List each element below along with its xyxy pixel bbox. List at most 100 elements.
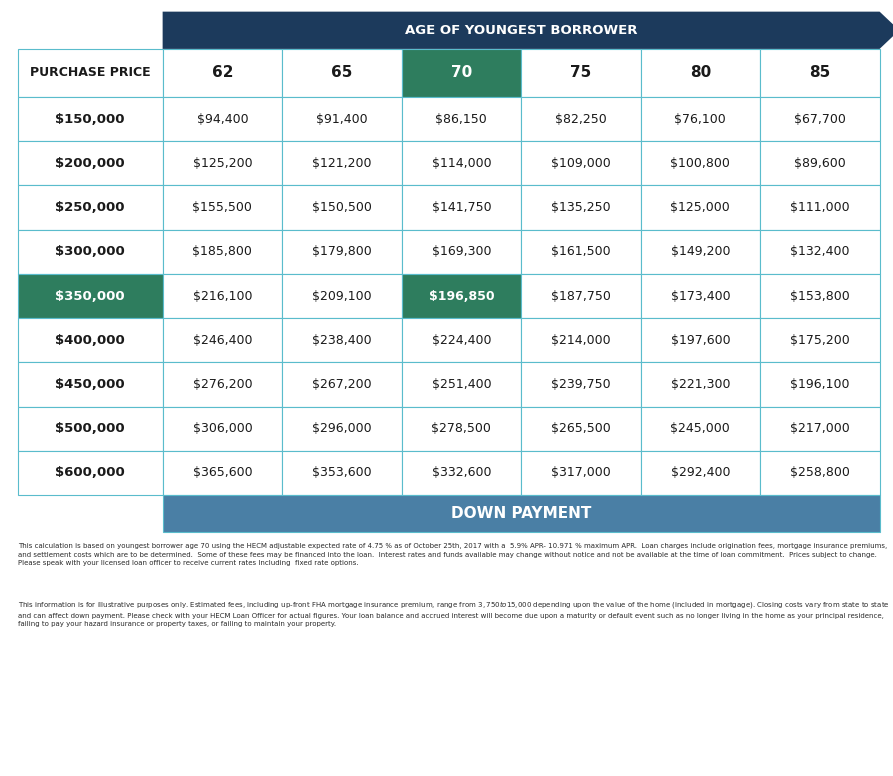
- Bar: [402, 451, 522, 495]
- Bar: [163, 97, 282, 141]
- Bar: [282, 362, 402, 407]
- Bar: [640, 451, 760, 495]
- Bar: [402, 141, 522, 185]
- Bar: [402, 407, 522, 451]
- Text: $214,000: $214,000: [551, 334, 611, 347]
- Bar: [640, 185, 760, 230]
- Bar: [163, 407, 282, 451]
- Bar: [522, 141, 640, 185]
- Bar: [522, 97, 640, 141]
- Text: $109,000: $109,000: [551, 157, 611, 170]
- Bar: [402, 97, 522, 141]
- Bar: [760, 49, 880, 97]
- Bar: [640, 141, 760, 185]
- Bar: [282, 451, 402, 495]
- Text: $332,600: $332,600: [431, 466, 491, 480]
- Text: $114,000: $114,000: [431, 157, 491, 170]
- Text: $258,800: $258,800: [790, 466, 850, 480]
- Text: $185,800: $185,800: [193, 245, 253, 258]
- Text: $239,750: $239,750: [551, 378, 611, 391]
- Bar: [402, 185, 522, 230]
- Text: $365,600: $365,600: [193, 466, 252, 480]
- Text: $150,500: $150,500: [312, 201, 371, 214]
- Bar: [522, 49, 640, 97]
- Text: $350,000: $350,000: [55, 289, 125, 303]
- Text: $278,500: $278,500: [431, 422, 491, 435]
- Text: $175,200: $175,200: [790, 334, 850, 347]
- Bar: [640, 49, 760, 97]
- Text: $196,100: $196,100: [790, 378, 849, 391]
- Text: This calculation is based on youngest borrower age 70 using the HECM adjustable : This calculation is based on youngest bo…: [18, 543, 887, 566]
- Text: $150,000: $150,000: [55, 113, 125, 126]
- Bar: [640, 97, 760, 141]
- Text: $267,200: $267,200: [312, 378, 371, 391]
- Bar: [760, 97, 880, 141]
- Text: PURCHASE PRICE: PURCHASE PRICE: [30, 67, 151, 79]
- Text: $89,600: $89,600: [794, 157, 846, 170]
- Text: This information is for illustrative purposes only. Estimated fees, including up: This information is for illustrative pur…: [18, 599, 889, 627]
- Bar: [282, 230, 402, 274]
- Bar: [402, 230, 522, 274]
- Bar: [163, 451, 282, 495]
- Text: $86,150: $86,150: [436, 113, 488, 126]
- Text: $245,000: $245,000: [671, 422, 730, 435]
- Bar: [18, 362, 163, 407]
- Bar: [760, 141, 880, 185]
- Text: $500,000: $500,000: [55, 422, 125, 435]
- Text: AGE OF YOUNGEST BORROWER: AGE OF YOUNGEST BORROWER: [405, 24, 638, 36]
- Text: $400,000: $400,000: [55, 334, 125, 347]
- Bar: [640, 362, 760, 407]
- Bar: [18, 274, 163, 318]
- Text: $153,800: $153,800: [790, 289, 850, 303]
- Text: $251,400: $251,400: [431, 378, 491, 391]
- Bar: [760, 407, 880, 451]
- Text: $250,000: $250,000: [55, 201, 125, 214]
- Bar: [402, 274, 522, 318]
- Bar: [522, 185, 640, 230]
- Text: $141,750: $141,750: [431, 201, 491, 214]
- Bar: [402, 318, 522, 362]
- Text: 65: 65: [331, 65, 353, 81]
- Text: $246,400: $246,400: [193, 334, 252, 347]
- Text: $353,600: $353,600: [312, 466, 371, 480]
- Text: $82,250: $82,250: [555, 113, 606, 126]
- Bar: [163, 141, 282, 185]
- Bar: [640, 318, 760, 362]
- Text: $173,400: $173,400: [671, 289, 730, 303]
- Text: $111,000: $111,000: [790, 201, 849, 214]
- Bar: [163, 49, 282, 97]
- Bar: [402, 362, 522, 407]
- Bar: [282, 97, 402, 141]
- Bar: [760, 274, 880, 318]
- Bar: [163, 362, 282, 407]
- Bar: [522, 274, 640, 318]
- Bar: [522, 318, 640, 362]
- Bar: [282, 141, 402, 185]
- Text: $292,400: $292,400: [671, 466, 730, 480]
- Text: $135,250: $135,250: [551, 201, 611, 214]
- Bar: [18, 49, 163, 97]
- Text: $94,400: $94,400: [196, 113, 248, 126]
- Bar: [522, 451, 640, 495]
- Text: $125,200: $125,200: [193, 157, 252, 170]
- Text: $100,800: $100,800: [671, 157, 730, 170]
- Polygon shape: [163, 12, 893, 49]
- Bar: [640, 230, 760, 274]
- Bar: [18, 141, 163, 185]
- Text: 75: 75: [571, 65, 591, 81]
- Bar: [760, 451, 880, 495]
- Text: $296,000: $296,000: [312, 422, 371, 435]
- Text: $221,300: $221,300: [671, 378, 730, 391]
- Text: $76,100: $76,100: [674, 113, 726, 126]
- Bar: [163, 230, 282, 274]
- Text: $187,750: $187,750: [551, 289, 611, 303]
- Text: $216,100: $216,100: [193, 289, 252, 303]
- Bar: [18, 407, 163, 451]
- Bar: [402, 49, 522, 97]
- Bar: [640, 274, 760, 318]
- Text: $238,400: $238,400: [312, 334, 371, 347]
- Bar: [522, 407, 640, 451]
- Text: $317,000: $317,000: [551, 466, 611, 480]
- Bar: [760, 362, 880, 407]
- Bar: [18, 97, 163, 141]
